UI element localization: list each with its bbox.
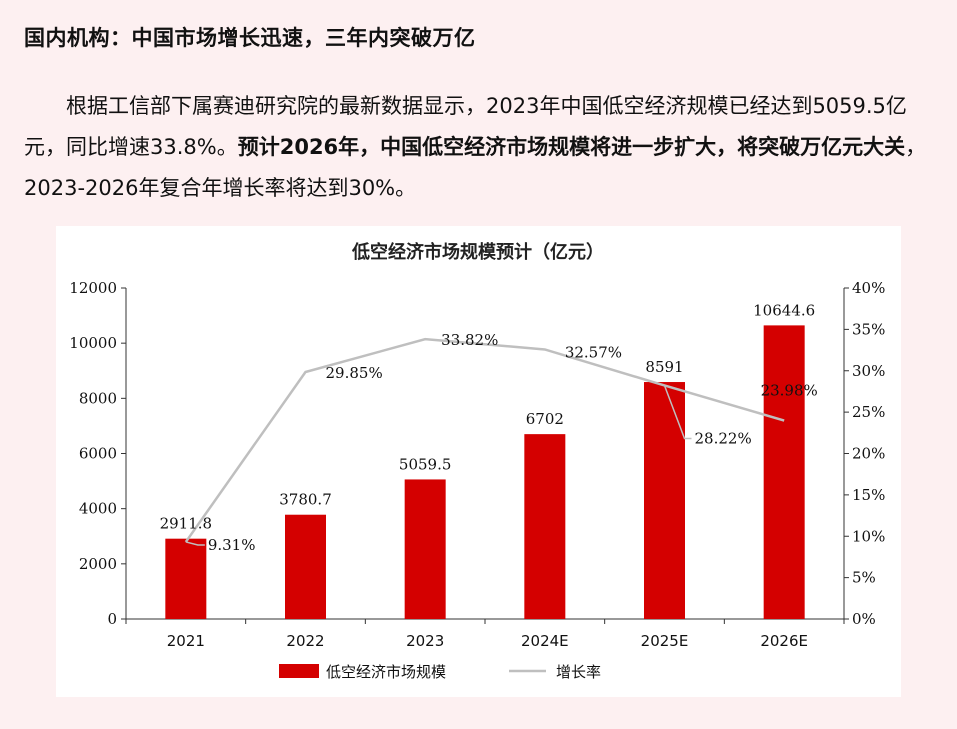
bar-value-label: 10644.6 xyxy=(753,301,815,319)
bar-series xyxy=(165,325,804,619)
right-axis-tick-label: 20% xyxy=(852,445,885,463)
right-axis-tick-label: 15% xyxy=(852,486,885,504)
paragraph-bold-text: 预计2026年，中国低空经济市场规模将进一步扩大，将突破万亿元大关 xyxy=(238,135,905,159)
x-axis-tick-label: 2025E xyxy=(641,632,689,650)
bar-value-label: 6702 xyxy=(526,410,564,428)
x-axis-tick-label: 2024E xyxy=(521,632,569,650)
x-axis-tick-label: 2022 xyxy=(286,632,324,650)
section-heading: 国内机构：中国市场增长迅速，三年内突破万亿 xyxy=(24,22,476,52)
right-axis-tick-label: 35% xyxy=(852,320,885,338)
x-axis-tick-label: 2021 xyxy=(167,632,205,650)
growth-value-label: 33.82% xyxy=(441,331,498,349)
left-axis-tick-label: 4000 xyxy=(79,500,117,518)
legend-label-line: 增长率 xyxy=(556,663,601,681)
x-axis-tick-label: 2023 xyxy=(406,632,444,650)
left-axis-tick-label: 8000 xyxy=(79,389,117,407)
bar-value-label: 3780.7 xyxy=(279,491,332,509)
bar xyxy=(524,434,565,619)
left-axis-tick-label: 6000 xyxy=(79,445,117,463)
growth-value-label: 32.57% xyxy=(565,343,622,361)
legend-swatch-bar xyxy=(279,664,319,678)
right-axis-tick-label: 10% xyxy=(852,527,885,545)
growth-value-label: 28.22% xyxy=(695,429,752,447)
bar-value-label: 2911.8 xyxy=(160,515,213,533)
bar-value-label: 8591 xyxy=(645,358,683,376)
bar xyxy=(405,479,446,619)
left-axis-tick-label: 0 xyxy=(107,610,117,628)
right-axis-tick-label: 30% xyxy=(852,362,885,380)
chart-legend: 低空经济市场规模 增长率 xyxy=(279,663,601,681)
growth-value-label: 9.31% xyxy=(208,536,256,554)
growth-value-label: 29.85% xyxy=(326,364,383,382)
bar xyxy=(165,539,206,619)
right-axis-tick-label: 40% xyxy=(852,279,885,297)
legend-label-bar: 低空经济市场规模 xyxy=(326,663,446,681)
bar xyxy=(764,325,805,619)
bar-value-label: 5059.5 xyxy=(399,455,452,473)
left-axis-tick-label: 12000 xyxy=(69,279,117,297)
market-size-chart: 低空经济市场规模预计（亿元） 0 2000 4000 6000 8000 10000 120… xyxy=(56,226,901,697)
chart-panel: 低空经济市场规模预计（亿元） 0 2000 4000 6000 8000 10000 120… xyxy=(56,226,901,697)
data-labels: 2911.8 3780.7 5059.5 6702 8591 10644.6 9.31% 29… xyxy=(160,301,818,554)
x-axis-tick-label: 2026E xyxy=(760,632,808,650)
growth-value-label: 23.98% xyxy=(761,382,818,400)
right-axis-tick-label: 5% xyxy=(852,569,876,587)
left-axis-tick-label: 10000 xyxy=(69,334,117,352)
bar xyxy=(285,515,326,619)
page: 国内机构：中国市场增长迅速，三年内突破万亿 根据工信部下属赛迪研究院的最新数据显… xyxy=(0,0,957,729)
bar xyxy=(644,382,685,619)
right-axis-tick-label: 0% xyxy=(852,610,876,628)
chart-title: 低空经济市场规模预计（亿元） xyxy=(351,241,604,263)
left-axis-tick-label: 2000 xyxy=(79,555,117,573)
right-axis-tick-label: 25% xyxy=(852,403,885,421)
body-paragraph: 根据工信部下属赛迪研究院的最新数据显示，2023年中国低空经济规模已经达到505… xyxy=(24,86,942,209)
